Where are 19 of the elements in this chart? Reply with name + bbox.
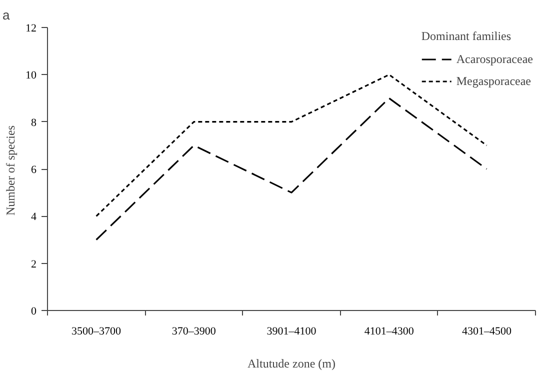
y-tick-label: 8: [31, 116, 37, 129]
y-tick-label: 4: [31, 211, 37, 224]
line-series: [96, 97, 488, 241]
legend-title: Dominant families: [421, 29, 512, 44]
text: a: [2, 8, 10, 22]
y-tick-label: 10: [26, 70, 37, 82]
x-tick-label: 4101–4300: [364, 326, 414, 338]
legend-label: Megasporaceae: [456, 74, 531, 88]
x-tick-label: 3500–3700: [72, 326, 122, 338]
x-tick-label: 4301–4500: [462, 326, 512, 338]
y-tick-label: 0: [31, 306, 37, 318]
y-axis-title: Number of species: [4, 125, 18, 216]
x-tick-label: 370–3900: [172, 326, 216, 338]
y-tick-label: 6: [31, 164, 37, 176]
y-tick-label: 12: [26, 22, 36, 34]
x-axis-title: Altutude zone (m): [248, 356, 336, 370]
y-tick-label: 2: [31, 258, 36, 270]
legend-label: Acarosporaceae: [456, 52, 533, 66]
x-tick-label: 3901–4100: [266, 326, 317, 338]
